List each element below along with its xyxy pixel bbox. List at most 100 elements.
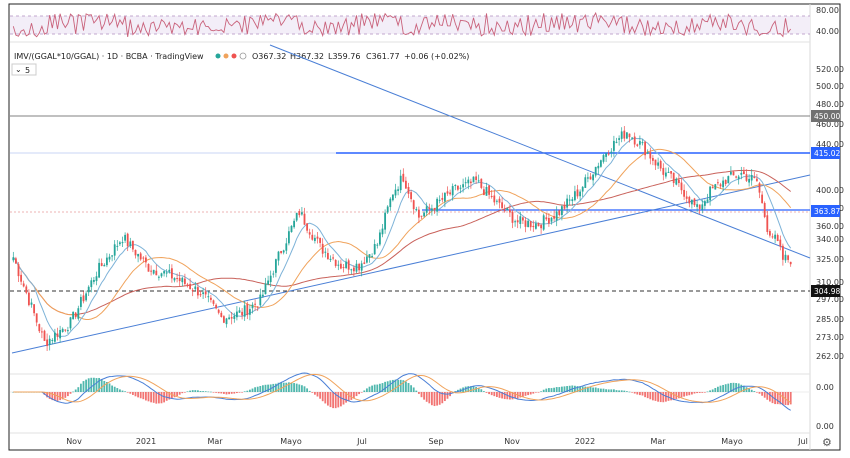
macd-bar xyxy=(256,386,259,392)
macd-bar xyxy=(485,392,488,393)
candle-body xyxy=(508,209,511,213)
macd-bar xyxy=(176,392,179,397)
candle-body xyxy=(735,176,738,178)
macd-bar xyxy=(74,389,77,392)
macd-bar xyxy=(228,392,231,395)
indicator-count: 5 xyxy=(25,66,30,75)
macd-bar xyxy=(573,385,576,392)
macd-bar xyxy=(696,392,699,394)
macd-bar xyxy=(709,390,712,392)
macd-bar xyxy=(537,392,540,393)
candle-body xyxy=(33,304,36,314)
candle-body xyxy=(729,172,732,175)
macd-bar xyxy=(722,384,725,392)
candle-body xyxy=(272,273,275,275)
candle-body xyxy=(417,209,420,218)
candle-body xyxy=(66,330,69,332)
macd-bar xyxy=(612,389,615,392)
macd-bar xyxy=(563,386,566,392)
candle-body xyxy=(597,165,600,169)
macd-bar xyxy=(425,392,428,402)
candle-body xyxy=(303,213,306,225)
settings-gear-icon[interactable]: ⚙ xyxy=(822,436,832,449)
candle-body xyxy=(589,176,592,180)
candle-body xyxy=(189,283,192,290)
macd-bar xyxy=(750,389,753,392)
macd-bar xyxy=(579,386,582,392)
candle-body xyxy=(147,264,150,272)
candle-body xyxy=(191,289,194,292)
candle-body xyxy=(311,234,314,240)
macd-bar xyxy=(464,386,467,392)
symbol-title[interactable]: IMV/(GGAL*10/GGAL) · 1D · BCBA · Trading… xyxy=(14,52,204,61)
macd-bar xyxy=(407,383,410,392)
candle-body xyxy=(129,241,132,246)
macd-bar xyxy=(553,387,556,392)
macd-bar xyxy=(194,390,197,392)
candle-body xyxy=(404,180,407,189)
candle-body xyxy=(150,270,153,272)
macd-bar xyxy=(394,379,397,392)
macd-bar xyxy=(482,391,485,392)
candle-body xyxy=(469,181,472,184)
macd-bar xyxy=(373,384,376,392)
macd-bar xyxy=(501,392,504,399)
macd-bar xyxy=(716,386,719,392)
price-tick-label: 520.00 xyxy=(816,65,844,74)
macd-bar xyxy=(243,391,246,392)
candle-body xyxy=(316,236,319,239)
candle-body xyxy=(264,283,267,295)
candle-body xyxy=(607,153,610,155)
candle-body xyxy=(178,277,181,282)
macd-bar xyxy=(636,392,639,395)
macd-bar xyxy=(168,392,171,400)
macd-bar xyxy=(779,392,782,405)
candle-body xyxy=(768,231,771,236)
macd-bar xyxy=(85,379,88,392)
candle-body xyxy=(534,223,537,229)
macd-bar xyxy=(498,392,501,398)
candle-body xyxy=(568,199,571,201)
candle-body xyxy=(12,257,15,261)
price-tick-label: 400.00 xyxy=(816,186,844,195)
macd-bar xyxy=(378,383,381,392)
macd-bar xyxy=(207,391,210,393)
macd-bar xyxy=(511,392,514,400)
candle-body xyxy=(391,194,394,201)
macd-bar xyxy=(347,392,350,402)
indicator-toggle-button[interactable] xyxy=(11,63,37,76)
macd-bar xyxy=(248,389,251,392)
macd-bar xyxy=(124,391,127,392)
candle-body xyxy=(324,251,327,253)
macd-bar xyxy=(607,389,610,392)
candle-body xyxy=(631,137,634,139)
candle-body xyxy=(152,269,155,274)
macd-bar xyxy=(220,392,223,394)
candle-body xyxy=(373,244,376,255)
candle-body xyxy=(95,276,98,282)
candle-body xyxy=(347,260,350,270)
macd-bar xyxy=(659,392,662,403)
macd-bar xyxy=(657,392,660,402)
price-tag-label: 363.87 xyxy=(814,207,840,216)
candle-body xyxy=(774,234,777,239)
candle-body xyxy=(170,268,173,279)
macd-bar xyxy=(706,391,709,393)
time-tick-label: Mayo xyxy=(721,437,743,446)
macd-bar xyxy=(155,392,158,404)
macd-bar xyxy=(241,392,244,393)
candle-body xyxy=(280,250,283,253)
candle-body xyxy=(451,186,454,196)
macd-bar xyxy=(48,392,51,399)
candle-body xyxy=(56,333,59,337)
time-tick-label: 2021 xyxy=(136,437,156,446)
macd-bar xyxy=(620,390,623,392)
candle-body xyxy=(462,184,465,188)
candle-body xyxy=(217,309,220,313)
candle-body xyxy=(118,242,121,245)
candle-body xyxy=(714,184,717,190)
candle-body xyxy=(672,172,675,184)
macd-bar xyxy=(654,392,657,401)
candle-body xyxy=(680,182,683,191)
macd-bar xyxy=(329,392,332,408)
